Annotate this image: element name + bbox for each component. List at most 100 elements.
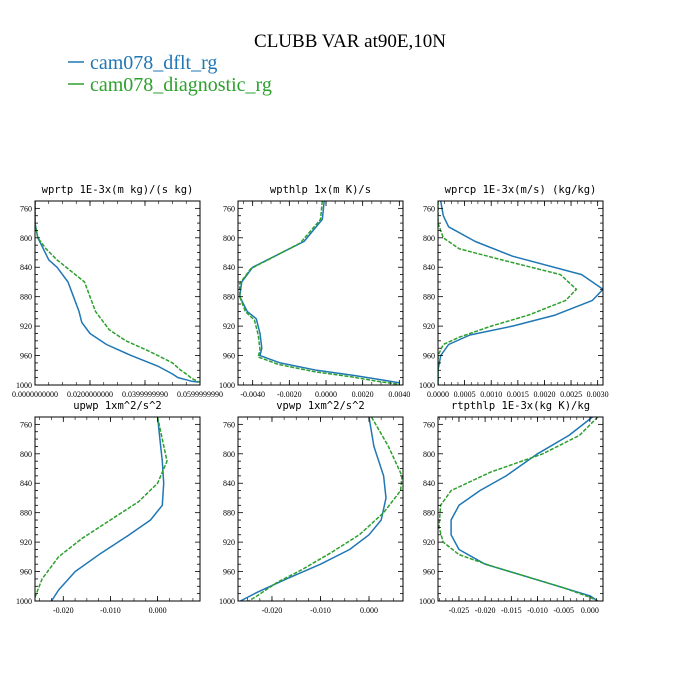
series-line-dflt	[438, 201, 603, 385]
y-tick-label: 800	[223, 450, 235, 459]
y-tick-label: 760	[223, 204, 235, 213]
y-tick-label: 960	[20, 352, 32, 361]
panel-title: wpthlp 1x(m K)/s	[270, 184, 371, 196]
panel-6: rtpthlp 1E-3x(kg K)/kg 760 800 840 880 920 960…	[419, 400, 604, 615]
plot-frame	[34, 200, 201, 386]
series-line-dflt	[50, 417, 165, 601]
x-tick-label: -0.020	[262, 606, 283, 615]
panel-4: upwp 1xm^2/s^2 760 800 840 880 920 960 1000 -0.0…	[16, 400, 201, 615]
x-tick-label: 0.0030	[587, 390, 609, 399]
x-tick-label: -0.015	[501, 606, 522, 615]
y-tick-label: 1000	[16, 597, 32, 606]
y-tick-label: 920	[423, 538, 435, 547]
y-tick-label: 1000	[419, 381, 435, 390]
x-tick-label: 0.000	[581, 606, 599, 615]
x-tick-label: 0.0200000000	[67, 390, 113, 399]
y-tick-label: 760	[423, 420, 435, 429]
x-tick-label: -0.0020	[277, 390, 302, 399]
plot-frame	[34, 416, 201, 602]
y-tick-label: 960	[20, 568, 32, 577]
series-line-diagnostic	[438, 417, 599, 601]
x-tick-label: 0.0020	[352, 390, 374, 399]
y-tick-label: 800	[223, 234, 235, 243]
panel-title: wprtp 1E-3x(m kg)/(s kg)	[42, 184, 194, 196]
x-tick-label: 0.0000000000	[12, 390, 58, 399]
x-tick-label: 0.0399999990	[122, 390, 168, 399]
y-tick-label: 920	[223, 538, 235, 547]
series-line-dflt	[240, 417, 387, 601]
x-tick-label: -0.010	[310, 606, 331, 615]
y-tick-label: 760	[20, 420, 32, 429]
y-tick-label: 880	[223, 509, 235, 518]
series-line-dflt	[35, 201, 199, 383]
y-tick-label: 1000	[219, 597, 235, 606]
panel-title: upwp 1xm^2/s^2	[73, 400, 162, 412]
x-tick-label: 0.0000	[427, 390, 449, 399]
x-tick-label: 0.0599999990	[177, 390, 223, 399]
y-tick-label: 880	[20, 509, 32, 518]
y-tick-label: 920	[423, 322, 435, 331]
x-tick-label: 0.000	[149, 606, 167, 615]
panel-title: rtpthlp 1E-3x(kg K)/kg	[451, 400, 590, 412]
legend-label-diagnostic: cam078_diagnostic_rg	[90, 74, 272, 96]
x-tick-label: -0.010	[100, 606, 121, 615]
plot-frame	[437, 416, 604, 602]
series-line-diagnostic	[35, 201, 200, 383]
figure-title: CLUBB VAR at90E,10N	[254, 31, 446, 52]
x-tick-label: 0.0015	[507, 390, 529, 399]
x-tick-label: 0.0000	[315, 390, 337, 399]
y-tick-label: 920	[20, 322, 32, 331]
series-line-diagnostic	[35, 417, 168, 598]
series-line-diagnostic	[438, 201, 578, 385]
panel-1: wprtp 1E-3x(m kg)/(s kg) 760 800 840 880 920 9…	[12, 184, 223, 399]
y-tick-label: 920	[20, 538, 32, 547]
y-tick-label: 1000	[419, 597, 435, 606]
y-tick-label: 960	[223, 568, 235, 577]
series-line-diagnostic	[248, 417, 403, 601]
panel-title: vpwp 1xm^2/s^2	[276, 400, 365, 412]
y-tick-label: 840	[20, 479, 32, 488]
y-tick-label: 1000	[219, 381, 235, 390]
y-tick-label: 960	[223, 352, 235, 361]
panel-5: vpwp 1xm^2/s^2 760 800 840 880 920 960 1000 -0.0…	[219, 400, 404, 615]
x-tick-label: -0.020	[475, 606, 496, 615]
plot-frame	[237, 416, 404, 602]
y-tick-label: 800	[20, 450, 32, 459]
legend-label-dflt: cam078_dflt_rg	[90, 52, 217, 74]
y-tick-label: 800	[423, 450, 435, 459]
plot-frame	[437, 200, 604, 386]
panel-2: wpthlp 1x(m K)/s 760 800 840 880 920 960 1000 -0…	[219, 184, 410, 399]
y-tick-label: 840	[423, 479, 435, 488]
series-line-diagnostic	[239, 201, 400, 385]
y-tick-label: 800	[20, 234, 32, 243]
y-tick-label: 960	[423, 352, 435, 361]
y-tick-label: 760	[20, 204, 32, 213]
y-tick-label: 760	[423, 204, 435, 213]
plot-frame	[237, 200, 404, 386]
x-tick-label: -0.025	[449, 606, 470, 615]
y-tick-label: 920	[223, 322, 235, 331]
series-line-dflt	[450, 417, 599, 601]
panels: wprtp 1E-3x(m kg)/(s kg) 760 800 840 880 920 9…	[12, 184, 609, 615]
panel-title: wprcp 1E-3x(m/s) (kg/kg)	[445, 184, 597, 196]
x-tick-label: 0.000	[360, 606, 378, 615]
y-tick-label: 880	[20, 293, 32, 302]
y-tick-label: 840	[20, 263, 32, 272]
y-tick-label: 760	[223, 420, 235, 429]
legend: cam078_dflt_rg cam078_diagnostic_rg	[68, 52, 272, 96]
x-tick-label: -0.0040	[240, 390, 265, 399]
x-tick-label: -0.010	[527, 606, 548, 615]
x-tick-label: 0.0040	[388, 390, 410, 399]
x-tick-label: -0.020	[53, 606, 74, 615]
y-tick-label: 880	[223, 293, 235, 302]
series-line-dflt	[239, 201, 400, 384]
y-tick-label: 840	[423, 263, 435, 272]
x-tick-label: 0.0020	[533, 390, 555, 399]
x-tick-label: 0.0025	[560, 390, 582, 399]
y-tick-label: 840	[223, 263, 235, 272]
y-tick-label: 800	[423, 234, 435, 243]
y-tick-label: 960	[423, 568, 435, 577]
x-tick-label: -0.005	[553, 606, 574, 615]
y-tick-label: 880	[423, 293, 435, 302]
